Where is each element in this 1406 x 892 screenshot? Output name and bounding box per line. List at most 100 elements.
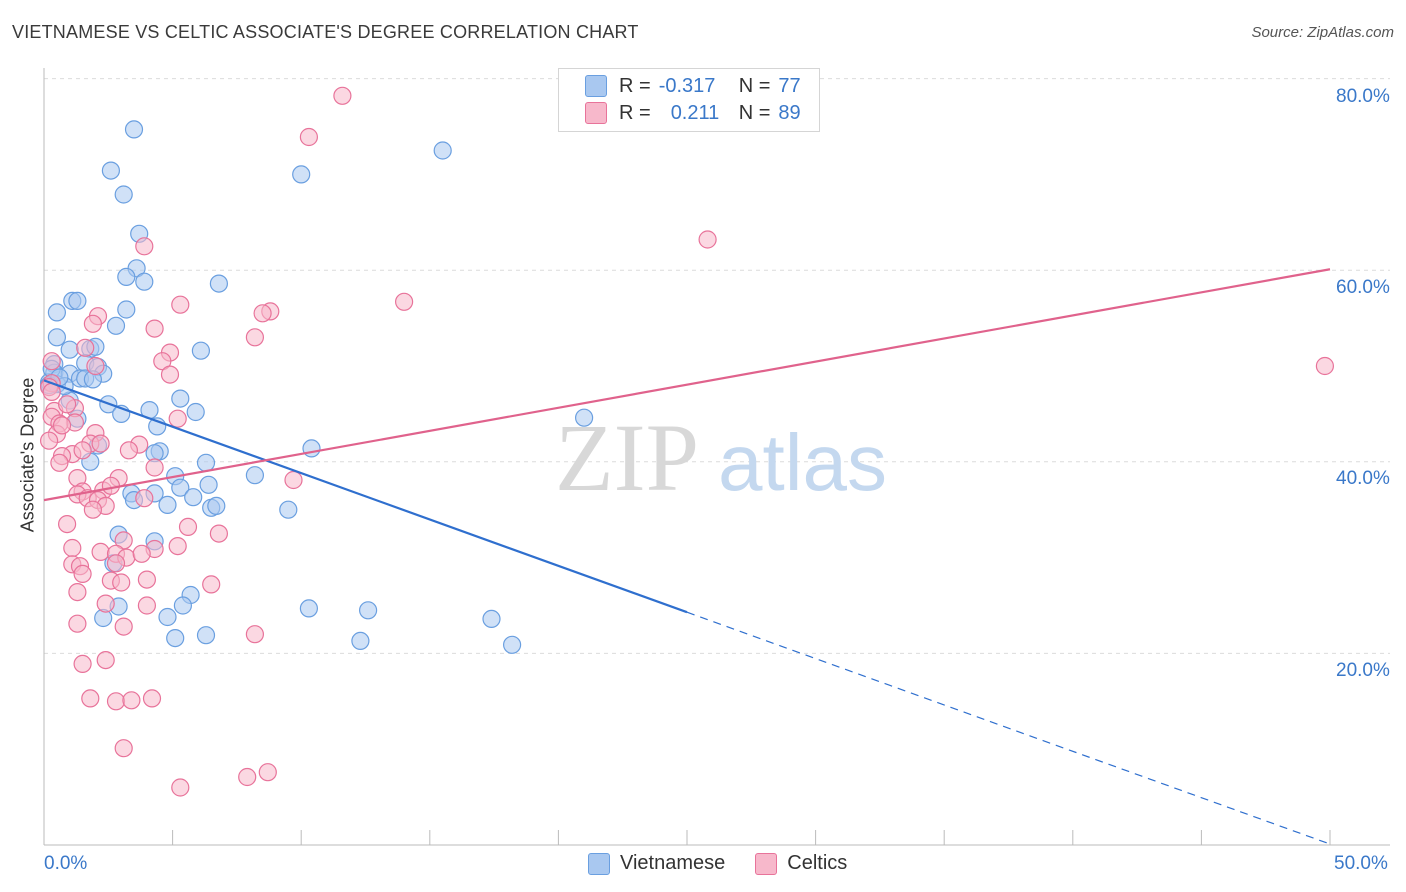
series-legend: Vietnamese Celtics [588,852,847,875]
point-vietnamese [166,628,185,648]
point-vietnamese [47,328,67,347]
legend-row-celtics: R = 0.211 N = 89 [585,100,801,126]
point-celtics [145,458,164,477]
point-celtics [73,564,92,584]
point-vietnamese [117,267,136,286]
watermark: ZIP atlas [555,404,887,511]
y-tick-60: 60.0% [1336,277,1390,298]
point-vietnamese [135,272,154,291]
point-vietnamese [106,316,126,335]
point-vietnamese [433,141,452,160]
point-celtics [96,650,115,670]
legend-row-vietnamese: R = -0.317 N = 77 [585,73,801,99]
point-vietnamese [502,635,522,654]
chart-title: VIETNAMESE VS CELTIC ASSOCIATE'S DEGREE … [12,22,639,42]
point-celtics [333,86,352,105]
point-celtics [142,689,162,708]
legend-n-value: 77 [778,74,801,97]
point-celtics [153,352,172,371]
legend-r-label: R = [619,101,651,124]
point-celtics [39,431,59,450]
legend-n-label: N = [738,74,771,97]
point-celtics [395,292,414,311]
point-celtics [114,617,133,636]
point-vietnamese [117,300,136,319]
legend-n-value: 89 [778,101,801,124]
point-celtics [96,594,115,613]
point-vietnamese [191,341,210,360]
legend-swatch-vietnamese [588,852,610,875]
point-vietnamese [158,495,177,514]
point-vietnamese [124,120,144,139]
point-celtics [106,554,126,573]
point-vietnamese [196,626,216,645]
point-celtics [86,356,105,376]
point-celtics [63,538,82,558]
point-celtics [171,295,190,314]
point-celtics [50,453,69,472]
point-vietnamese [279,500,298,519]
point-vietnamese [245,466,264,485]
point-celtics [253,304,272,323]
y-tick-80: 80.0% [1336,86,1390,107]
point-celtics [135,489,154,508]
point-celtics [73,654,92,674]
point-celtics [91,434,110,453]
point-celtics [81,689,100,708]
point-celtics [73,441,92,460]
point-celtics [160,365,180,384]
point-celtics [284,470,303,490]
point-celtics [106,692,126,711]
point-celtics [135,237,154,256]
point-celtics [42,352,61,371]
legend-label-vietnamese: Vietnamese [620,852,726,874]
y-axis-title: Associate's Degree [17,377,38,533]
point-vietnamese [292,165,311,184]
point-vietnamese [173,596,192,615]
y-tick-20: 20.0% [1336,660,1390,681]
point-vietnamese [199,475,218,494]
point-celtics [68,582,87,602]
point-celtics [114,739,133,758]
point-celtics [83,314,103,333]
point-celtics [245,328,264,347]
point-celtics [171,778,190,797]
point-vietnamese [101,161,121,180]
point-celtics [122,691,141,710]
point-celtics [132,544,151,563]
point-vietnamese [209,274,228,293]
point-celtics [202,575,221,594]
legend-swatch-celtics [755,852,778,875]
point-celtics [168,536,187,556]
grid-lines [44,78,1390,654]
point-vietnamese [351,631,370,651]
point-celtics [83,500,103,519]
point-celtics [168,409,187,428]
point-celtics [52,416,72,435]
y-tick-40: 40.0% [1336,468,1390,489]
legend-swatch-celtics [585,102,607,124]
point-vietnamese [299,599,318,618]
point-vietnamese [196,453,216,472]
point-vietnamese [574,408,594,427]
point-vietnamese [171,389,190,408]
point-celtics [119,441,138,460]
point-vietnamese [359,601,378,620]
point-vietnamese [158,607,177,627]
correlation-legend: R = -0.317 N = 77 R = 0.211 N = 89 [558,68,820,132]
point-vietnamese [184,488,203,507]
source-label: Source: ZipAtlas.com [1251,24,1394,41]
point-celtics [145,319,164,338]
point-vietnamese [47,303,67,322]
point-celtics [209,524,228,543]
legend-r-value: -0.317 [658,74,716,97]
point-vietnamese [114,185,133,204]
point-celtics [238,767,257,787]
point-celtics [68,614,87,633]
legend-swatch-vietnamese [585,75,607,97]
trend-line-vietnamese [43,379,688,614]
legend-label-celtics: Celtics [787,852,848,874]
point-vietnamese [302,439,321,458]
point-celtics [1315,356,1335,376]
